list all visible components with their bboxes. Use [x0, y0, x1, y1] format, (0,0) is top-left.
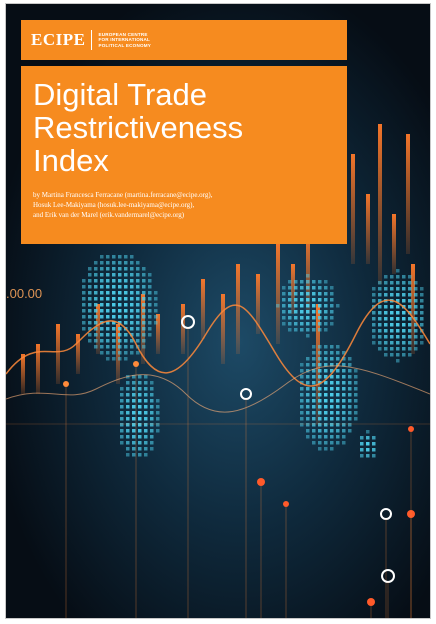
report-cover: .00.00 ECIPE EUROPEAN CENTRE FOR INTERNA…: [6, 4, 430, 618]
publisher-full-name: EUROPEAN CENTRE FOR INTERNATIONAL POLITI…: [98, 32, 168, 49]
signal-lines-layer: [6, 299, 430, 425]
publisher-name-line: EUROPEAN CENTRE: [98, 31, 148, 37]
author-line: and Erik van der Marel (erik.vandermarel…: [33, 211, 185, 219]
title-line: Digital Trade: [33, 77, 208, 112]
author-credits: by Martina Francesca Ferracane (martina.…: [33, 190, 343, 220]
publisher-name-line: POLITICAL ECONOMY: [98, 42, 152, 48]
author-line: Hosuk Lee-Makiyama (hosuk.lee-makiyama@e…: [33, 201, 195, 209]
publisher-logo: ECIPE: [31, 30, 86, 49]
title-line: Index: [33, 143, 109, 178]
publisher-name-line: FOR INTERNATIONAL: [98, 37, 151, 43]
title-panel: Digital Trade Restrictiveness Index by M…: [21, 66, 347, 244]
marker-nodes-layer: [63, 315, 415, 618]
publisher-logo-bar: ECIPE EUROPEAN CENTRE FOR INTERNATIONAL …: [21, 20, 347, 60]
logo-divider: [91, 30, 93, 50]
author-line: by Martina Francesca Ferracane (martina.…: [33, 191, 213, 199]
report-title: Digital Trade Restrictiveness Index: [33, 78, 333, 177]
ticker-number: .00.00: [6, 286, 43, 301]
title-line: Restrictiveness: [33, 110, 244, 145]
